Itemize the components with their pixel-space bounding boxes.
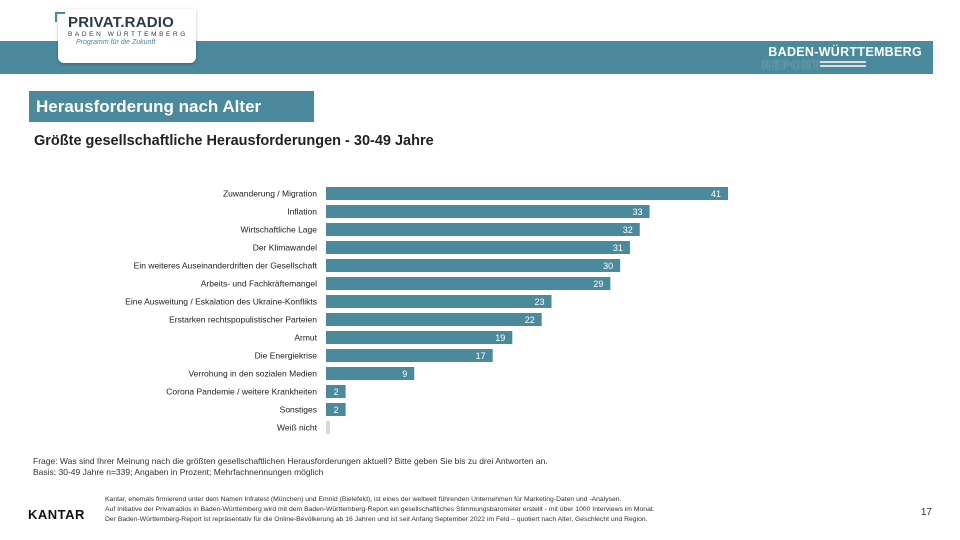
bar xyxy=(326,403,346,416)
bar-chart: Zuwanderung / Migration 41 Inflation 33 Wirt… xyxy=(125,187,728,434)
bar xyxy=(326,331,513,344)
value-label: 31 xyxy=(613,243,623,253)
category-label: Der Klimawandel xyxy=(253,243,317,253)
page-number: 17 xyxy=(920,507,932,518)
footer-line: Der Baden-Württemberg-Report ist repräse… xyxy=(105,516,648,523)
bar xyxy=(326,295,552,308)
bar xyxy=(326,421,330,434)
bar xyxy=(326,259,621,272)
bar xyxy=(326,187,728,200)
privat-radio-logo: PRIVAT.RADIO BADEN WÜRTTEMBERG Programm … xyxy=(55,9,196,63)
category-label: Inflation xyxy=(287,207,317,217)
logo-sub-text: BADEN WÜRTTEMBERG xyxy=(68,31,188,38)
value-label: 2 xyxy=(334,405,339,415)
category-label: Erstarken rechtspopulistischer Parteien xyxy=(169,315,317,325)
category-label: Armut xyxy=(294,333,317,343)
value-label: 23 xyxy=(534,297,544,307)
bar xyxy=(326,241,630,254)
bar xyxy=(326,349,493,362)
logo-bracket-icon xyxy=(55,12,65,22)
bar xyxy=(326,223,640,236)
kantar-logo: KANTAR xyxy=(28,507,85,522)
report-logo-lines xyxy=(820,61,866,70)
logo-main-text: PRIVAT.RADIO xyxy=(68,14,175,31)
category-label: Zuwanderung / Migration xyxy=(223,189,317,199)
bar xyxy=(326,277,611,290)
value-label: 2 xyxy=(334,387,339,397)
value-label: 17 xyxy=(476,351,486,361)
bar xyxy=(326,205,650,218)
question-footnote: Frage: Was sind Ihrer Meinung nach die g… xyxy=(33,456,548,466)
footer-disclaimer: Kantar, ehemals firmierend unter dem Nam… xyxy=(105,495,865,525)
value-label: 19 xyxy=(495,333,505,343)
value-label: 22 xyxy=(525,315,535,325)
bar xyxy=(326,385,346,398)
value-label: 41 xyxy=(711,189,721,199)
category-label: Arbeits- und Fachkräftemangel xyxy=(201,279,317,289)
category-label: Sonstiges xyxy=(280,405,317,415)
category-label: Corona Pandemie / weitere Krankheiten xyxy=(166,387,317,397)
value-label: 32 xyxy=(623,225,633,235)
category-label: Eine Ausweitung / Eskalation des Ukraine… xyxy=(125,297,317,307)
category-label: Verrohung in den sozialen Medien xyxy=(188,369,317,379)
basis-footnote: Basis: 30-49 Jahre n=339; Angaben in Pro… xyxy=(33,467,324,477)
bar xyxy=(326,367,415,380)
chart-subtitle: Größte gesellschaftliche Herausforderung… xyxy=(34,133,434,149)
footer-line: Kantar, ehemals firmierend unter dem Nam… xyxy=(105,496,622,503)
category-label: Die Energiekrise xyxy=(255,351,318,361)
category-label: Wirtschaftliche Lage xyxy=(240,225,317,235)
value-label: 29 xyxy=(593,279,603,289)
value-label: 33 xyxy=(633,207,643,217)
page-title: Herausforderung nach Alter xyxy=(29,91,314,122)
bar xyxy=(326,313,542,326)
report-title: BADEN-WÜRTTEMBERG xyxy=(768,45,922,59)
footer-line: Auf Initiative der Privatradios in Baden… xyxy=(105,506,655,513)
report-subtitle: REPORT xyxy=(762,58,822,72)
value-label: 9 xyxy=(402,369,407,379)
logo-tagline: Programm für die Zukunft xyxy=(76,39,156,46)
value-label: 30 xyxy=(603,261,613,271)
category-label: Weiß nicht xyxy=(277,423,318,433)
category-label: Ein weiteres Auseinanderdriften der Gese… xyxy=(134,261,318,271)
